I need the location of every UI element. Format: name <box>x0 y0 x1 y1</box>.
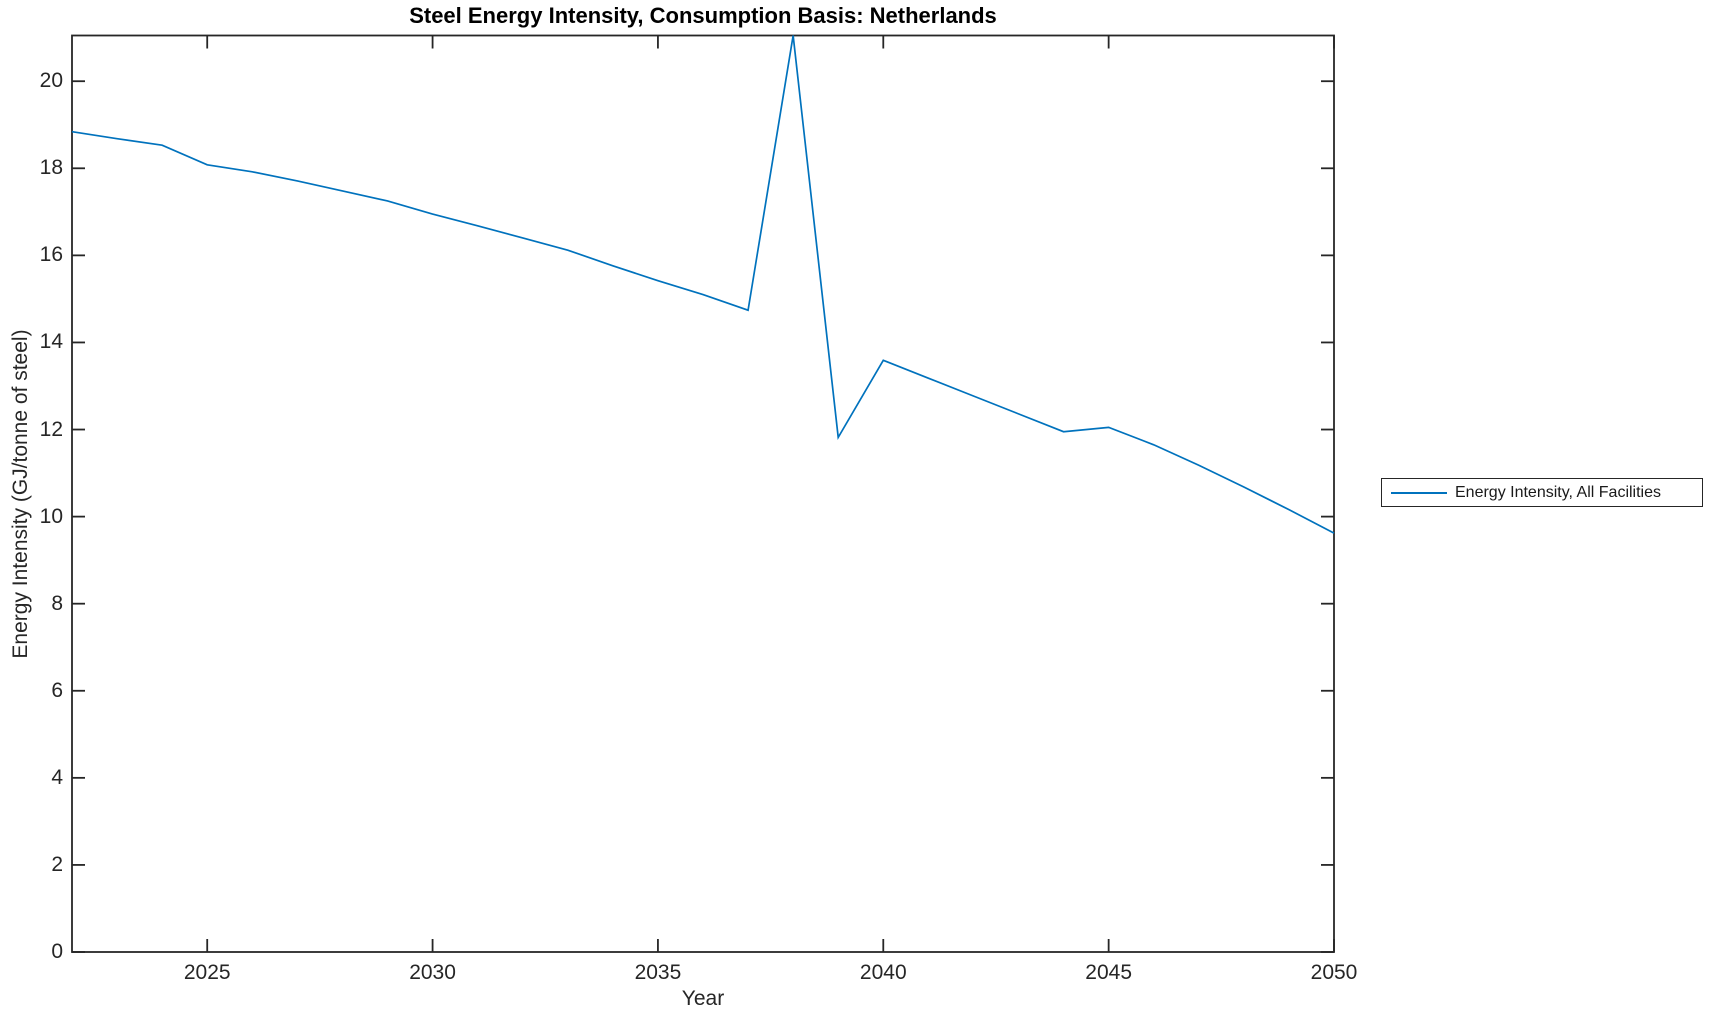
y-tick-label: 4 <box>51 765 63 789</box>
y-tick-label: 0 <box>51 940 63 963</box>
y-tick-label: 6 <box>51 678 63 702</box>
series-lines <box>71 35 1335 534</box>
legend-box: Energy Intensity, All Facilities <box>1381 478 1703 507</box>
y-tick-label: 2 <box>51 852 63 876</box>
legend-line-swatch-icon <box>1391 491 1447 494</box>
plot-border <box>71 34 1335 953</box>
x-tick-label: 2025 <box>183 961 231 984</box>
x-tick-label: 2040 <box>859 961 907 984</box>
legend-label: Energy Intensity, All Facilities <box>1455 483 1662 501</box>
tick-marks <box>72 35 1335 953</box>
y-axis-label: Energy Intensity (GJ/tonne of steel) <box>9 329 32 659</box>
y-tick-label: 10 <box>39 504 63 528</box>
y-tick-label: 16 <box>39 243 63 267</box>
y-tick-label: 14 <box>39 330 63 354</box>
y-tick-label: 8 <box>51 591 63 615</box>
series-line-energy-intensity-all-facilities <box>71 35 1335 534</box>
y-tick-label: 20 <box>39 69 63 93</box>
y-tick-label: 18 <box>39 156 63 180</box>
x-tick-label: 2030 <box>409 961 456 984</box>
x-axis-label: Year <box>681 987 725 1010</box>
y-tick-label: 12 <box>39 417 63 441</box>
x-tick-label: 2035 <box>634 961 682 984</box>
x-tick-label: 2050 <box>1310 961 1358 984</box>
axes-box <box>71 34 1335 953</box>
x-tick-label: 2045 <box>1085 961 1132 984</box>
chart-title: Steel Energy Intensity, Consumption Basi… <box>409 3 997 28</box>
